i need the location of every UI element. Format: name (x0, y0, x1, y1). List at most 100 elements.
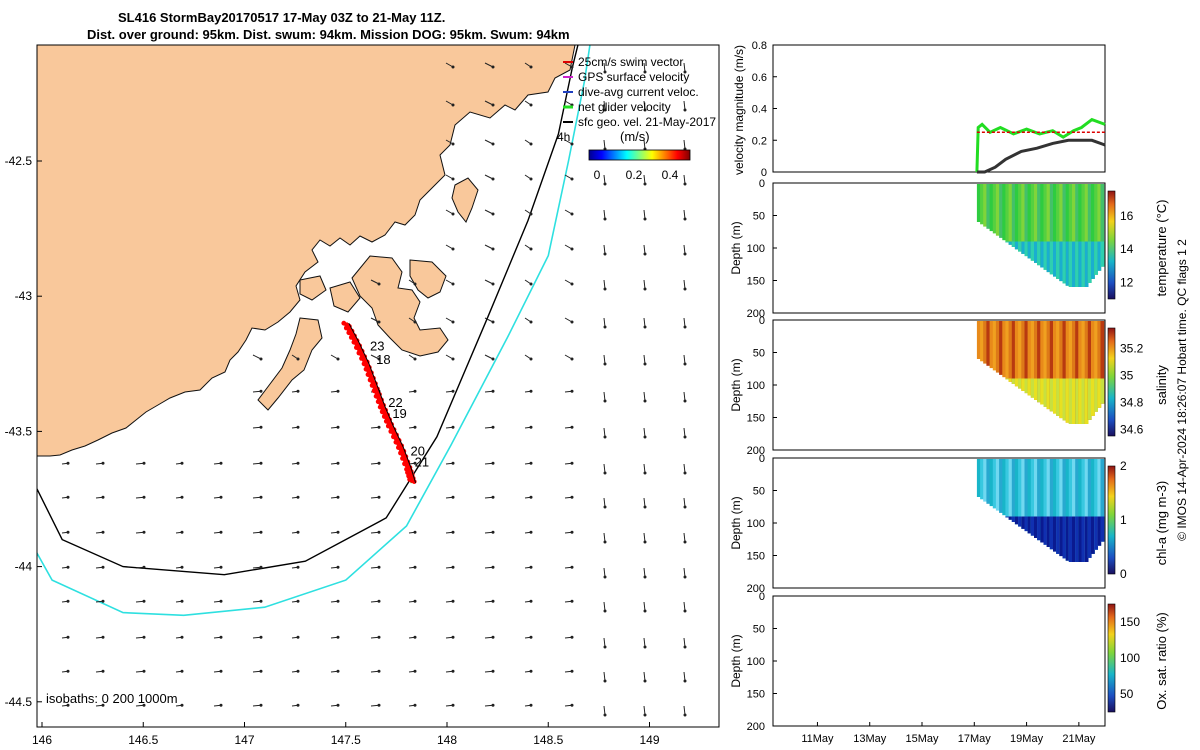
salinity-data-deep (1084, 378, 1089, 424)
temperature-data-column (976, 184, 981, 222)
current-vector (643, 391, 646, 402)
current-vector-head (259, 357, 263, 361)
chl-a-data-deep (1068, 516, 1073, 562)
temperature-data-column (1021, 184, 1026, 254)
chl-a-data-deep (1008, 516, 1013, 520)
salinity-data-deep (1053, 378, 1057, 414)
current-vector-head (529, 495, 533, 499)
current-vector-head (529, 177, 533, 181)
temperature-data-column (1024, 184, 1029, 257)
map-xtick-label: 147.5 (331, 733, 361, 747)
colorbar-tick-1: 0.2 (626, 168, 643, 182)
current-vector-head (529, 389, 533, 393)
current-vector-head (336, 495, 340, 499)
current-vector-head (643, 575, 647, 579)
chl-a-data-deep (1065, 516, 1070, 561)
current-vector-head (451, 425, 455, 429)
temperature-data-column (1005, 184, 1010, 243)
current-vector-head (413, 565, 417, 569)
current-vector (683, 427, 686, 438)
current-vector-head (66, 669, 70, 673)
salinity-data-column (980, 321, 984, 362)
current-vector-head (683, 252, 687, 256)
current-vector-head (643, 70, 647, 74)
current-vector-head (603, 713, 607, 717)
salinity-data-deep (1005, 378, 1010, 380)
current-vector-head (66, 635, 70, 639)
current-vector-head (491, 320, 495, 324)
current-vector-head (529, 703, 533, 707)
temperature-data-column (1049, 184, 1054, 275)
temperature-data-column (1059, 184, 1064, 282)
temperature-data-deep (1043, 241, 1048, 270)
current-vector-head (529, 320, 533, 324)
current-vector-head (643, 325, 647, 329)
current-vector (643, 637, 646, 648)
chl-a-data-column (986, 459, 991, 504)
temperature-data-deep (1100, 241, 1105, 267)
temperature-data-column (983, 184, 987, 227)
salinity-data-deep (1008, 378, 1013, 382)
current-vector-head (377, 599, 381, 603)
salinity-data-column (1027, 321, 1032, 396)
current-vector-head (529, 530, 533, 534)
current-vector-head (529, 142, 533, 146)
current-vector (603, 354, 606, 365)
chl-a-colorbar (1107, 465, 1116, 575)
temperature-data-column (1075, 184, 1079, 287)
temperature-colorbar-tick: 16 (1120, 209, 1134, 223)
time-xtick-label: 11May (801, 733, 834, 745)
current-vector (603, 139, 606, 150)
current-vector-head (570, 635, 574, 639)
temperature-data-column (992, 184, 997, 234)
current-vector-head (643, 505, 647, 509)
current-vector-head (413, 425, 417, 429)
current-vector-head (683, 70, 687, 74)
map-xtick-label: 146 (32, 733, 52, 747)
current-vector-head (101, 530, 105, 534)
temperature-data-column (1002, 184, 1007, 241)
current-vector-head (643, 217, 647, 221)
current-vector-head (603, 505, 607, 509)
salinity-ytick-label: 100 (747, 380, 765, 392)
current-vector-head (377, 282, 381, 286)
current-vector (603, 497, 606, 508)
temperature-data-column (1014, 184, 1019, 250)
temperature-data-column (999, 184, 1003, 238)
current-vector-head (219, 669, 223, 673)
temperature-data-column (1072, 184, 1076, 287)
salinity-data-column (989, 321, 994, 369)
salinity-colorbar-tick: 35 (1120, 368, 1134, 382)
current-vector (643, 279, 646, 290)
current-vector-head (451, 177, 455, 181)
salinity-data-column (1068, 321, 1073, 424)
salinity-data-column (1040, 321, 1045, 405)
map-xtick-label: 148.5 (533, 733, 563, 747)
current-vector-head (570, 425, 574, 429)
current-vector-head (413, 635, 417, 639)
chl-a-data-column (1030, 459, 1035, 536)
current-vector-head (336, 530, 340, 534)
current-vector (643, 317, 646, 328)
salinity-data-column (999, 321, 1003, 375)
salinity-data-column (1091, 321, 1095, 416)
temperature-data-deep (1056, 241, 1060, 279)
current-vector-head (66, 495, 70, 499)
current-vector-head (683, 108, 687, 112)
current-vector-head (413, 389, 417, 393)
current-vector-head (259, 703, 263, 707)
chl-a-data-column (1049, 459, 1054, 550)
current-vector-head (377, 669, 381, 673)
velocity-ytick-label: 0.8 (752, 40, 767, 52)
current-vector-head (180, 703, 184, 707)
salinity-data-deep (1014, 378, 1019, 387)
current-vector (643, 671, 646, 682)
current-vector-head (643, 540, 647, 544)
current-vector-head (101, 495, 105, 499)
temperature-data-column (1097, 184, 1102, 271)
current-vector-head (180, 599, 184, 603)
chl-a-ytick-label: 0 (759, 453, 765, 465)
current-vector-head (296, 530, 300, 534)
temperature-data-deep (1072, 241, 1076, 287)
current-vector-head (451, 635, 455, 639)
